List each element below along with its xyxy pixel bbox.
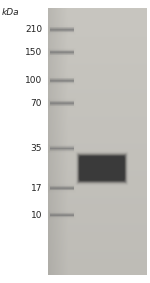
Bar	[50, 187, 74, 188]
Bar	[50, 214, 74, 215]
Bar	[50, 31, 74, 32]
Bar	[50, 52, 74, 53]
Bar	[48, 99, 75, 107]
Bar	[48, 145, 75, 153]
Bar	[47, 98, 76, 108]
Bar	[50, 101, 74, 106]
Text: 150: 150	[25, 48, 42, 57]
Bar	[50, 186, 74, 190]
Bar	[47, 210, 76, 220]
Bar	[50, 27, 74, 28]
Bar	[50, 51, 74, 52]
Bar	[50, 146, 74, 147]
Bar	[50, 213, 74, 217]
Bar	[50, 216, 74, 217]
Bar	[50, 103, 74, 104]
FancyBboxPatch shape	[77, 153, 127, 183]
Bar	[47, 76, 76, 85]
Bar	[49, 49, 74, 55]
Bar	[46, 143, 77, 154]
Bar	[48, 48, 75, 56]
Bar	[50, 82, 74, 83]
Bar	[50, 78, 74, 83]
Bar	[48, 211, 75, 219]
Bar	[49, 27, 74, 33]
Bar	[50, 81, 74, 82]
Bar	[50, 50, 74, 51]
Bar	[46, 24, 77, 35]
FancyBboxPatch shape	[80, 156, 124, 181]
Bar	[50, 50, 74, 55]
Bar	[50, 78, 74, 79]
Bar	[48, 184, 75, 192]
Text: 17: 17	[30, 184, 42, 193]
Bar	[50, 150, 74, 151]
Text: kDa: kDa	[2, 8, 19, 18]
Bar	[50, 148, 74, 149]
Bar	[46, 183, 77, 194]
Bar	[47, 48, 76, 57]
Bar	[48, 77, 75, 85]
Bar	[49, 212, 74, 218]
Bar	[50, 27, 74, 32]
Text: 10: 10	[30, 211, 42, 220]
Bar	[50, 189, 74, 190]
Bar	[50, 79, 74, 80]
FancyBboxPatch shape	[79, 156, 125, 181]
Bar	[50, 80, 74, 81]
FancyBboxPatch shape	[81, 158, 123, 179]
Bar	[50, 29, 74, 30]
Text: 70: 70	[30, 99, 42, 108]
Text: 210: 210	[25, 25, 42, 34]
FancyBboxPatch shape	[81, 158, 123, 179]
Bar	[50, 101, 74, 102]
Bar	[48, 26, 75, 34]
Bar	[49, 185, 74, 191]
Bar	[50, 54, 74, 55]
Bar	[47, 25, 76, 35]
Bar	[50, 28, 74, 29]
Bar	[50, 149, 74, 150]
Bar	[46, 209, 77, 221]
Bar	[50, 147, 74, 148]
FancyBboxPatch shape	[78, 155, 126, 182]
Bar	[50, 104, 74, 105]
Bar	[50, 186, 74, 187]
Bar	[50, 30, 74, 31]
Bar	[49, 78, 74, 84]
Bar	[50, 215, 74, 216]
FancyBboxPatch shape	[79, 155, 125, 181]
Bar	[50, 146, 74, 151]
Bar	[50, 105, 74, 106]
Bar	[47, 183, 76, 193]
Text: 100: 100	[25, 76, 42, 85]
FancyBboxPatch shape	[80, 157, 124, 180]
Bar	[46, 47, 77, 58]
Bar	[46, 98, 77, 109]
Bar	[49, 100, 74, 106]
Bar	[47, 144, 76, 153]
FancyBboxPatch shape	[78, 154, 126, 183]
Bar	[46, 75, 77, 86]
FancyBboxPatch shape	[77, 154, 127, 183]
Bar	[50, 53, 74, 54]
Text: 35: 35	[30, 144, 42, 153]
FancyBboxPatch shape	[80, 157, 124, 180]
FancyBboxPatch shape	[81, 158, 123, 179]
Bar	[49, 145, 74, 152]
Bar	[50, 188, 74, 189]
Bar	[50, 102, 74, 103]
Bar	[50, 213, 74, 214]
FancyBboxPatch shape	[77, 153, 127, 184]
FancyBboxPatch shape	[78, 155, 126, 182]
